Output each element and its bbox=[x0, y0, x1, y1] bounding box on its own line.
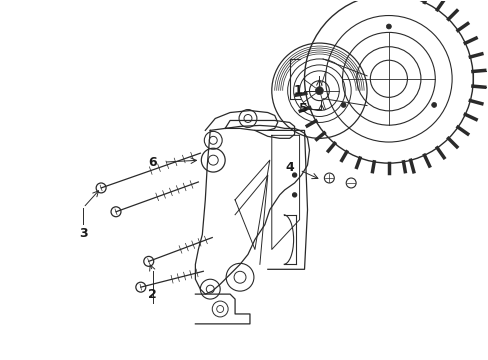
Text: 4: 4 bbox=[285, 161, 293, 174]
Text: 5: 5 bbox=[299, 102, 307, 115]
Circle shape bbox=[315, 87, 323, 95]
Circle shape bbox=[292, 193, 296, 197]
Text: 1: 1 bbox=[293, 84, 302, 97]
Circle shape bbox=[341, 103, 346, 107]
Circle shape bbox=[431, 103, 436, 107]
Circle shape bbox=[386, 24, 390, 29]
Text: 3: 3 bbox=[79, 227, 87, 240]
Text: 2: 2 bbox=[148, 288, 157, 301]
Text: 6: 6 bbox=[148, 156, 157, 168]
Circle shape bbox=[292, 173, 296, 177]
